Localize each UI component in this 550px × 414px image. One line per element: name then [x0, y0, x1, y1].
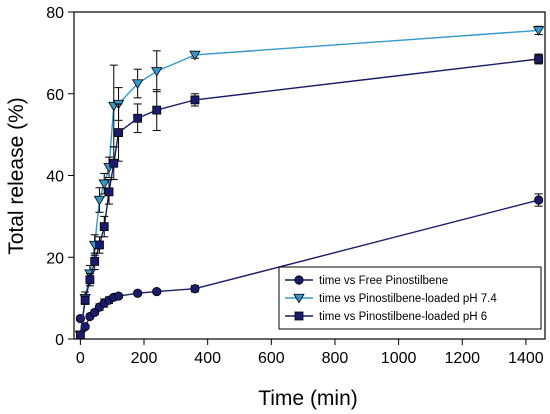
x-tick-label: 1200	[444, 350, 480, 367]
data-point	[113, 291, 124, 301]
data-point	[114, 128, 123, 137]
data-point	[80, 295, 90, 305]
data-point	[90, 256, 100, 266]
y-tick-label: 40	[46, 169, 64, 186]
y-axis-title: Total release (%)	[5, 97, 28, 255]
y-tick-label: 60	[46, 87, 64, 104]
x-axis-title: Time (min)	[258, 387, 358, 410]
data-point	[534, 195, 544, 205]
data-point	[189, 50, 201, 61]
data-point	[99, 222, 109, 231]
data-point	[133, 113, 143, 123]
data-point	[98, 179, 110, 190]
legend-swatch-marker	[294, 311, 304, 321]
x-tick-label: 800	[322, 350, 349, 367]
data-point	[93, 195, 106, 206]
legend-entry: time vs Free Pinostilbene	[319, 275, 448, 287]
series-layer	[74, 25, 545, 341]
y-tick-label: 20	[46, 250, 64, 267]
data-point	[151, 67, 163, 77]
x-tick-label: 1000	[381, 350, 417, 367]
data-point	[532, 26, 545, 36]
data-point	[152, 286, 162, 297]
data-point	[190, 284, 200, 294]
y-tick-label: 80	[46, 5, 64, 22]
data-point	[534, 54, 544, 64]
x-tick-label: 600	[258, 350, 285, 367]
x-tick-label: 0	[76, 350, 85, 367]
legend-entry: time vs Pinostilbene-loaded pH 6	[319, 311, 487, 323]
axes: 0 200 400 600 800 1000 1200 1400 0 20 40 60 80	[46, 5, 546, 367]
x-tick-label: 400	[194, 350, 221, 367]
legend-box	[278, 266, 542, 330]
data-point	[95, 240, 104, 250]
legend: time vs Free Pinostilbene time vs Pinosti…	[278, 266, 542, 330]
data-point	[133, 288, 143, 298]
legend-swatch-marker	[293, 293, 305, 304]
x-tick-label: 200	[131, 350, 158, 367]
series-2	[75, 53, 544, 340]
data-point	[75, 330, 85, 340]
legend-swatch-marker	[294, 275, 304, 285]
data-point	[152, 105, 162, 115]
x-tick-label: 1400	[508, 350, 544, 367]
y-tick-label: 0	[55, 332, 64, 349]
data-point	[190, 95, 200, 105]
data-point	[104, 187, 114, 197]
legend-entry: time vs Pinostilbene-loaded pH 7.4	[319, 293, 497, 305]
data-point	[85, 275, 95, 285]
data-point	[109, 158, 119, 168]
data-point	[131, 79, 144, 90]
series-0	[75, 193, 544, 332]
